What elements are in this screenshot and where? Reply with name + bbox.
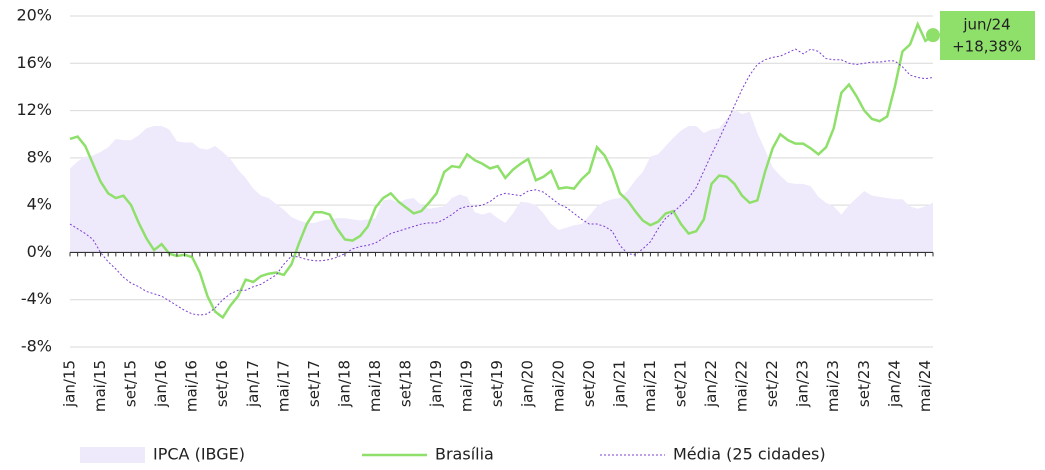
x-tick-label: mai/17 <box>274 360 292 412</box>
legend-swatch <box>80 447 145 463</box>
y-tick-label: 20% <box>16 6 52 25</box>
legend-label: Brasília <box>435 445 494 464</box>
annotation-box <box>940 11 1035 60</box>
plot <box>69 15 940 348</box>
x-tick-label: mai/24 <box>916 360 934 412</box>
x-tick-label: jan/16 <box>152 360 170 408</box>
x-tick-label: jan/20 <box>519 360 537 408</box>
legend-label: Média (25 cidades) <box>673 445 826 464</box>
x-tick-label: jan/19 <box>427 360 445 408</box>
legend-label: IPCA (IBGE) <box>153 445 245 464</box>
y-tick-label: -8% <box>21 337 52 356</box>
x-tick-label: set/20 <box>580 360 598 407</box>
x-tick-label: set/18 <box>397 360 415 407</box>
line <box>69 21 934 320</box>
x-tick-label: set/23 <box>855 360 873 407</box>
y-tick-label: -4% <box>21 289 52 308</box>
x-tick-label: mai/19 <box>458 360 476 412</box>
last-point <box>926 28 940 43</box>
x-tick-label: set/19 <box>488 360 506 407</box>
x-tick-label: jan/23 <box>794 360 812 408</box>
x-tick-label: mai/22 <box>733 360 751 412</box>
annotation-value: +18,38% <box>952 38 1022 56</box>
x-tick-label: jan/22 <box>702 360 720 408</box>
x-tick-label: set/21 <box>671 360 689 407</box>
y-tick-label: 12% <box>16 100 52 119</box>
x-tick-label: jan/17 <box>244 360 262 408</box>
y-tick-label: 16% <box>16 53 52 72</box>
annotation-date: jun/24 <box>962 16 1010 34</box>
x-tick-label: jan/18 <box>335 360 353 408</box>
x-tick-label: mai/21 <box>641 360 659 412</box>
x-tick-label: mai/20 <box>549 360 567 412</box>
x-tick-label: set/16 <box>213 360 231 407</box>
x-tick-label: set/17 <box>305 360 323 407</box>
x-tick-label: mai/16 <box>183 360 201 412</box>
area <box>70 109 933 253</box>
x-tick-label: mai/23 <box>824 360 842 412</box>
x-tick-label: mai/18 <box>366 360 384 412</box>
x-tick-label: set/22 <box>763 360 781 407</box>
x-tick-label: mai/15 <box>91 360 109 412</box>
x-tick-label: set/15 <box>122 360 140 407</box>
y-tick-label: 0% <box>27 242 52 261</box>
x-tick-label: jan/15 <box>61 360 79 408</box>
y-tick-label: 4% <box>27 195 52 214</box>
line <box>69 48 934 316</box>
y-tick-label: 8% <box>27 147 52 166</box>
x-tick-label: jan/21 <box>610 360 628 408</box>
x-tick-label: jan/24 <box>885 360 903 408</box>
